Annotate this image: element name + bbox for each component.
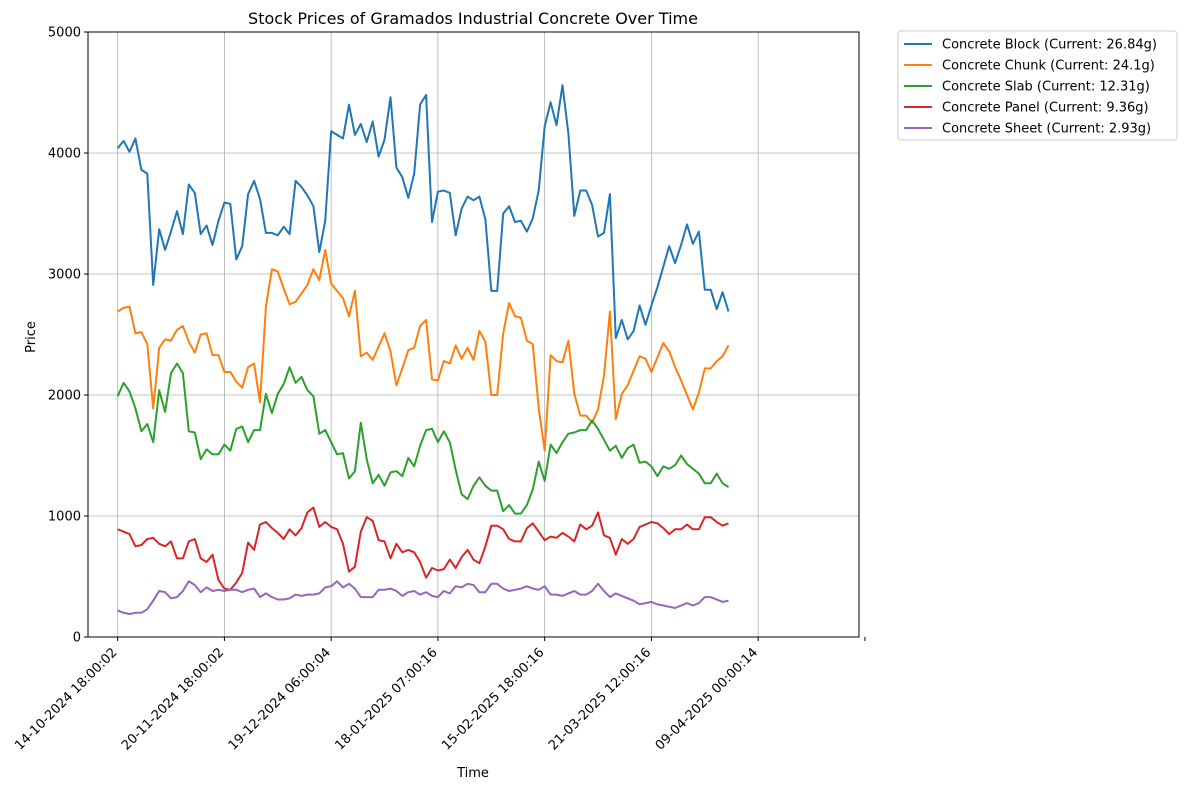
y-tick-label: 1000 [48,510,81,525]
x-tick-label: 20-11-2024 18:00:02 [119,645,227,753]
legend: Concrete Block (Current: 26.84g) Concrete… [897,30,1178,141]
plot-frame [87,31,860,638]
series-line-3 [117,506,729,591]
series-line-2 [116,362,730,515]
y-axis: 0 1000 2000 3000 4000 5000 [48,26,88,646]
y-tick-label: 4000 [48,147,81,162]
y-tick-label: 2000 [48,389,81,404]
chart-title: Stock Prices of Gramados Industrial Conc… [248,9,698,28]
legend-label: Concrete Panel (Current: 9.36g) [942,101,1149,116]
legend-label: Concrete Block (Current: 26.84g) [942,38,1157,53]
series-lines [116,84,730,615]
x-tick-label: 19-12-2024 06:00:04 [226,645,334,753]
legend-box [897,30,1178,141]
legend-label: Concrete Slab (Current: 12.31g) [942,80,1150,95]
y-tick-label: 0 [73,631,81,646]
x-tick-label: 18-01-2025 07:00:16 [333,645,441,753]
x-tick-label: 15-02-2025 18:00:16 [439,645,547,753]
x-tick-label: 09-04-2025 00:00:14 [653,645,761,753]
y-tick-label: 5000 [48,26,81,41]
legend-label: Concrete Sheet (Current: 2.93g) [942,122,1151,137]
y-tick-label: 3000 [48,268,81,283]
series-line-0 [116,84,730,341]
x-tick-label: 14-10-2024 18:00:02 [12,645,120,753]
series-line-1 [117,248,730,452]
legend-label: Concrete Chunk (Current: 24.1g) [942,59,1155,74]
y-axis-label: Price [24,321,39,353]
x-tick-label: 21-03-2025 12:00:16 [546,645,654,753]
series-line-4 [117,580,729,615]
x-axis-label: Time [456,766,489,781]
